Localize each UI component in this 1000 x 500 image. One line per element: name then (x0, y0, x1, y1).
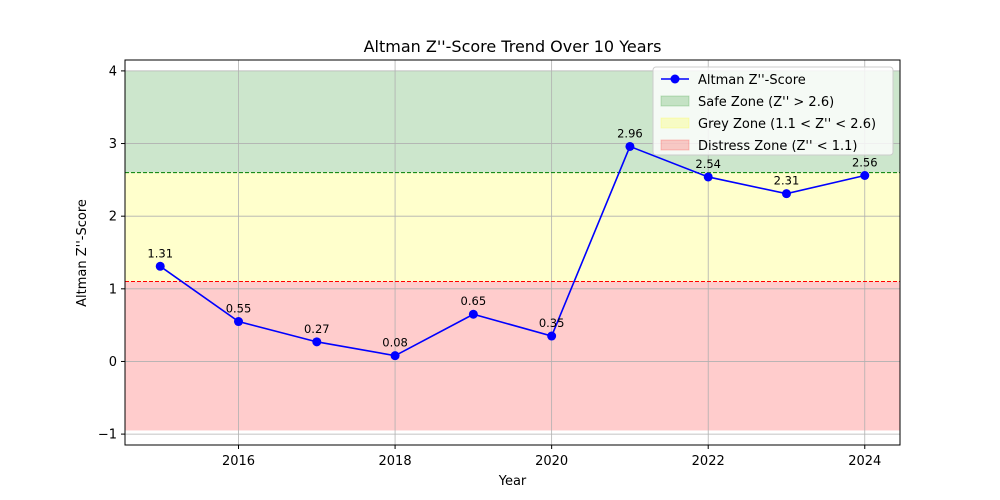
legend-box (652, 66, 894, 156)
legend-label: Safe Zone (Z'' > 2.6) (698, 95, 834, 110)
data-label: 2.54 (695, 157, 721, 171)
zone-band (125, 281, 900, 431)
data-point (547, 331, 557, 341)
y-tick-label: 3 (109, 137, 117, 152)
legend-label: Altman Z''-Score (698, 73, 806, 88)
data-label: 1.31 (147, 246, 173, 260)
legend-zone-swatch (660, 139, 690, 151)
data-point (781, 189, 791, 199)
grid-layer (125, 60, 900, 445)
data-label: 2.56 (852, 156, 878, 170)
y-tick-label: 1 (109, 282, 117, 297)
x-tick-label: 2022 (692, 454, 725, 469)
x-tick-label: 2016 (222, 454, 255, 469)
data-label: 0.08 (382, 336, 408, 350)
zone-band (125, 172, 900, 282)
axes-layer: 2016 2018 2020 2022 2024 −1 0 1 2 3 4 (98, 59, 901, 469)
data-label: 2.31 (774, 174, 800, 188)
legend-zone-swatch (660, 95, 690, 107)
series-line (159, 145, 865, 357)
data-label: 0.35 (539, 316, 565, 330)
legend-zone-swatch (660, 117, 690, 129)
data-point (312, 337, 322, 347)
data-label: 0.27 (304, 322, 330, 336)
data-point (155, 261, 165, 271)
data-point (625, 141, 635, 151)
data-label: 2.96 (617, 126, 643, 140)
y-tick-label: 4 (109, 64, 117, 79)
x-axis-label: Year (498, 474, 527, 489)
y-tick-label: −1 (98, 428, 117, 443)
legend: Altman Z''-Score Safe Zone (Z'' > 2.6) Gre… (652, 66, 894, 156)
y-axis-label: Altman Z''-Score (75, 199, 90, 307)
data-point (468, 309, 478, 319)
x-tick-label: 2018 (379, 454, 412, 469)
chart-title: Altman Z''-Score Trend Over 10 Years (364, 37, 662, 56)
threshold-layer (125, 172, 900, 283)
series-layer: 1.31 0.55 0.27 0.08 0.65 0.35 2.96 2.54 2.31 2.56 (147, 126, 878, 361)
data-point (234, 317, 244, 327)
legend-marker-swatch (670, 74, 680, 84)
legend-label: Distress Zone (Z'' < 1.1) (698, 139, 858, 154)
legend-label: Grey Zone (1.1 < Z'' < 2.6) (698, 117, 876, 132)
data-label: 0.55 (226, 302, 252, 316)
data-label: 0.65 (461, 294, 487, 308)
y-tick-label: 2 (109, 210, 117, 225)
x-tick-label: 2024 (848, 454, 881, 469)
data-point (703, 172, 713, 182)
data-point (390, 351, 400, 361)
x-tick-label: 2020 (535, 454, 568, 469)
y-tick-label: 0 (109, 355, 117, 370)
data-point (860, 171, 870, 180)
plot-frame (124, 59, 901, 446)
